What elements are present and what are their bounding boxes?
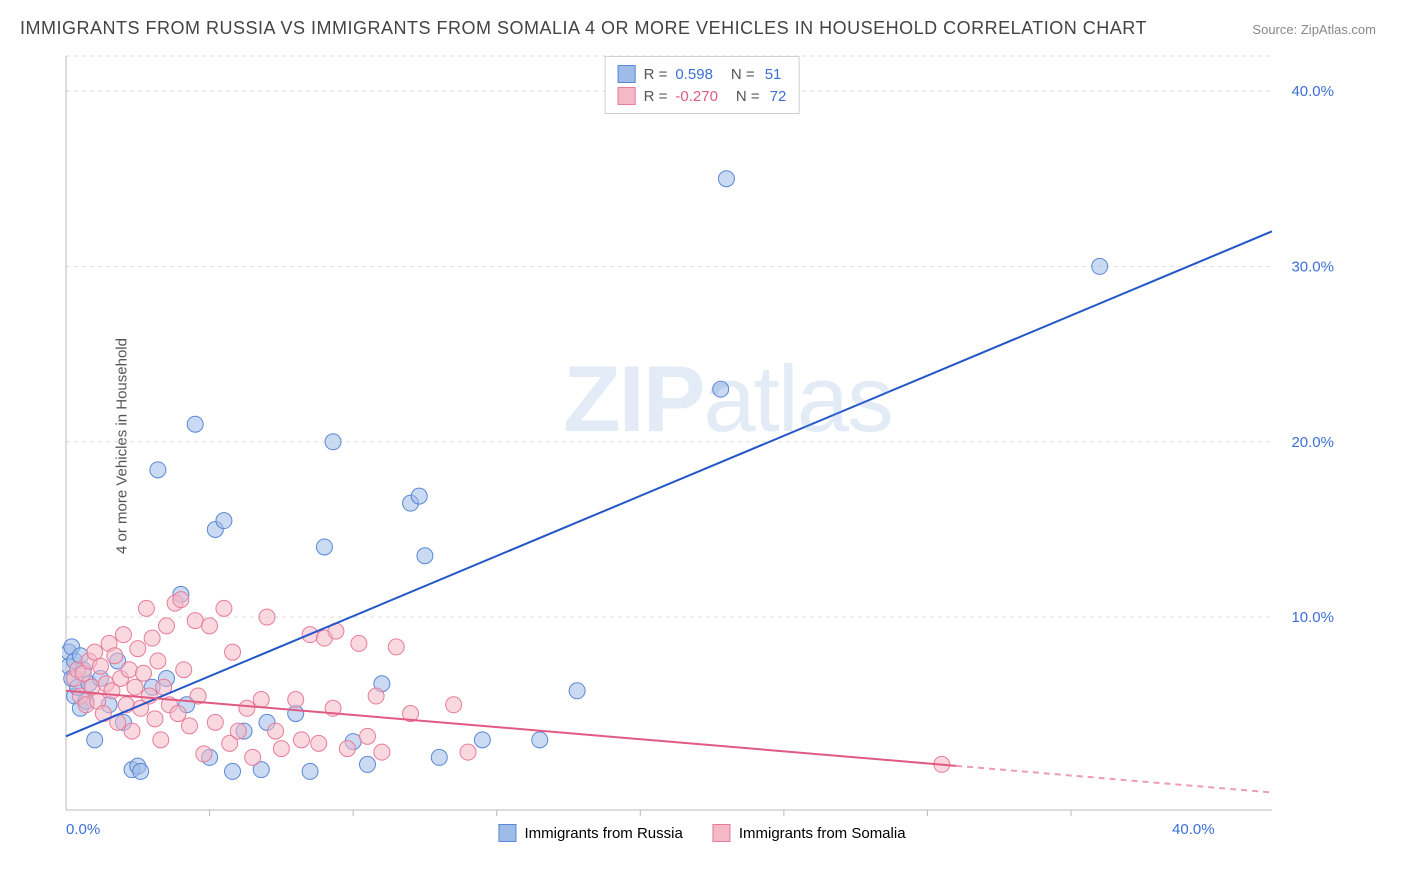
svg-text:40.0%: 40.0%: [1172, 821, 1215, 838]
legend-item-somalia: Immigrants from Somalia: [713, 824, 906, 842]
watermark: ZIPatlas: [563, 345, 892, 453]
legend-row-russia: R = 0.598 N = 51: [618, 63, 787, 85]
svg-text:30.0%: 30.0%: [1291, 258, 1334, 275]
n-value-russia: 51: [765, 66, 782, 83]
swatch-somalia-bottom: [713, 824, 731, 842]
svg-text:10.0%: 10.0%: [1291, 609, 1334, 626]
swatch-russia-bottom: [498, 824, 516, 842]
svg-text:40.0%: 40.0%: [1291, 83, 1334, 100]
series-legend: Immigrants from Russia Immigrants from S…: [498, 824, 905, 842]
n-label: N =: [736, 88, 760, 105]
svg-text:0.0%: 0.0%: [66, 821, 100, 838]
n-label: N =: [731, 66, 755, 83]
r-label: R =: [644, 66, 668, 83]
legend-label-somalia: Immigrants from Somalia: [739, 825, 906, 842]
legend-item-russia: Immigrants from Russia: [498, 824, 682, 842]
svg-text:20.0%: 20.0%: [1291, 434, 1334, 451]
legend-label-russia: Immigrants from Russia: [524, 825, 682, 842]
chart-title: IMMIGRANTS FROM RUSSIA VS IMMIGRANTS FRO…: [20, 18, 1147, 39]
r-label: R =: [644, 88, 668, 105]
swatch-somalia: [618, 87, 636, 105]
source-label: Source:: [1252, 22, 1297, 37]
swatch-russia: [618, 65, 636, 83]
correlation-legend: R = 0.598 N = 51 R = -0.270 N = 72: [605, 56, 800, 114]
chart-plot-area: 10.0% 20.0% 30.0% 40.0% 0.0% 40.0% ZIPatlas R…: [62, 52, 1342, 840]
r-value-somalia: -0.270: [675, 88, 718, 105]
n-value-somalia: 72: [770, 88, 787, 105]
source-attribution: Source: ZipAtlas.com: [1252, 22, 1376, 37]
source-link[interactable]: ZipAtlas.com: [1301, 22, 1376, 37]
r-value-russia: 0.598: [675, 66, 713, 83]
legend-row-somalia: R = -0.270 N = 72: [618, 85, 787, 107]
